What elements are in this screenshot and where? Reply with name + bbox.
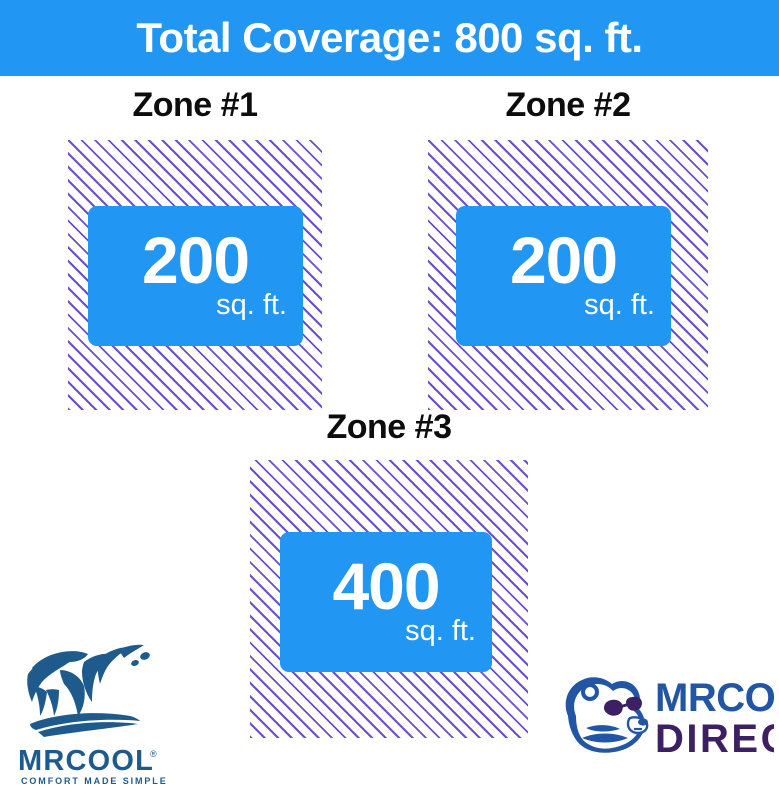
header-banner: Total Coverage: 800 sq. ft. (0, 0, 779, 76)
zone-unit-2: sq. ft. (584, 288, 655, 321)
svg-text:COMFORT MADE SIMPLE: COMFORT MADE SIMPLE (21, 776, 166, 786)
mrcool-wordmark: MRCOOL ® COMFORT MADE SIMPLE (18, 745, 166, 786)
bear-head-sunglasses-icon (565, 677, 649, 753)
mrcool-direct-line2: DIRECT (655, 717, 774, 761)
zone-value-box-1: 200 sq. ft. (88, 206, 303, 346)
zone-unit-3: sq. ft. (405, 614, 476, 647)
page-title: Total Coverage: 800 sq. ft. (136, 14, 643, 61)
zone-value-3: 400 (332, 549, 440, 624)
zone-label-1: Zone #1 (132, 86, 258, 124)
zone-value-1: 200 (141, 223, 250, 298)
svg-text:MRCOOL: MRCOOL (18, 745, 154, 777)
zone-unit-1: sq. ft. (216, 288, 287, 321)
zone-label-3: Zone #3 (326, 408, 452, 446)
mrcool-logo: MRCOOL ® COMFORT MADE SIMPLE (14, 640, 166, 786)
zone-value-box-3: 400 sq. ft. (280, 532, 492, 672)
zone-card-3: Zone #3 400 sq. ft. (242, 410, 536, 740)
zone-label-2: Zone #2 (505, 86, 631, 124)
zone-card-2: Zone #2 200 sq. ft. (420, 88, 716, 413)
zone-value-box-2: 200 sq. ft. (456, 206, 671, 346)
zone-value-2: 200 (509, 223, 618, 298)
zone-card-1: Zone #1 200 sq. ft. (60, 88, 330, 413)
mrcool-direct-logo: MRCOOL DIRECT (552, 666, 774, 766)
svg-text:®: ® (150, 749, 157, 759)
polar-bear-icon (27, 644, 150, 737)
mrcool-direct-line1: MRCOOL (655, 676, 774, 720)
